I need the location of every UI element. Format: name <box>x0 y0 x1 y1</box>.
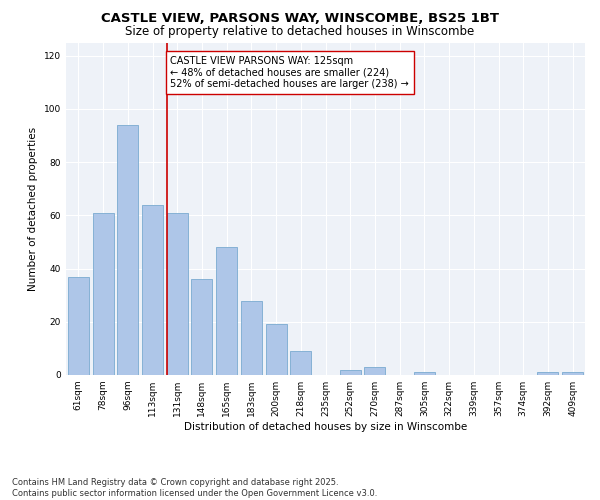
Text: Contains HM Land Registry data © Crown copyright and database right 2025.
Contai: Contains HM Land Registry data © Crown c… <box>12 478 377 498</box>
Bar <box>562 372 583 375</box>
Y-axis label: Number of detached properties: Number of detached properties <box>28 126 38 291</box>
Bar <box>191 279 212 375</box>
Text: CASTLE VIEW PARSONS WAY: 125sqm
← 48% of detached houses are smaller (224)
52% o: CASTLE VIEW PARSONS WAY: 125sqm ← 48% of… <box>170 56 409 89</box>
Bar <box>538 372 559 375</box>
Bar <box>68 276 89 375</box>
Bar <box>241 300 262 375</box>
Bar <box>414 372 435 375</box>
Bar <box>167 212 188 375</box>
Bar <box>142 205 163 375</box>
Bar <box>266 324 287 375</box>
Text: Size of property relative to detached houses in Winscombe: Size of property relative to detached ho… <box>125 25 475 38</box>
X-axis label: Distribution of detached houses by size in Winscombe: Distribution of detached houses by size … <box>184 422 467 432</box>
Bar <box>92 212 113 375</box>
Bar <box>290 351 311 375</box>
Bar <box>340 370 361 375</box>
Bar <box>117 125 138 375</box>
Bar <box>216 248 237 375</box>
Text: CASTLE VIEW, PARSONS WAY, WINSCOMBE, BS25 1BT: CASTLE VIEW, PARSONS WAY, WINSCOMBE, BS2… <box>101 12 499 26</box>
Bar <box>364 367 385 375</box>
